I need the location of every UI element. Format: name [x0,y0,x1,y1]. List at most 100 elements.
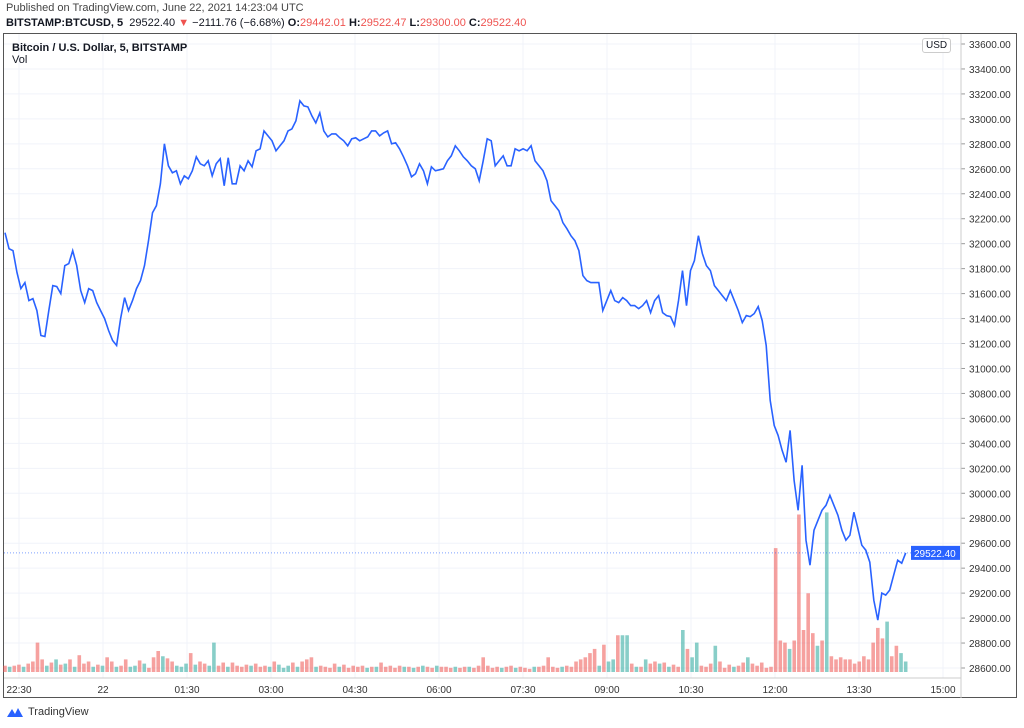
volume-bar [249,665,253,672]
volume-bar [541,665,546,672]
currency-badge[interactable]: USD [922,38,952,53]
volume-bar [360,665,365,672]
y-tick-label: 32600.00 [969,165,1011,176]
y-tick-label: 29200.00 [969,589,1011,600]
y-tick-label: 29600.00 [969,539,1011,550]
volume-bar [411,667,416,672]
volume-bar [722,667,727,672]
volume-bar [801,630,806,672]
volume-bar [323,666,328,672]
volume-bar [277,664,281,672]
x-tick-label: 09:00 [594,685,619,696]
y-tick-label: 31800.00 [969,265,1011,276]
price-change: −2111.76 (−6.68%) [192,17,285,29]
tradingview-logo[interactable]: TradingView [6,706,89,718]
volume-bar [732,666,736,672]
y-tick-label: 32000.00 [969,240,1011,251]
volume-bar [551,666,555,672]
y-tick-label: 33400.00 [969,65,1011,76]
volume-bar [755,665,759,672]
volume-bar [137,660,142,672]
volume-bar [393,667,397,672]
volume-bar [857,661,862,672]
volume-bar [616,635,620,672]
x-tick-label: 04:30 [342,685,367,696]
volume-bar [495,666,499,672]
last-price-badge [911,545,960,560]
close-label: C: [468,17,481,29]
volume-bar [876,627,880,672]
volume-bar [569,666,574,672]
volume-bar [96,664,100,672]
volume-bar [68,659,72,672]
volume-bar [295,666,300,672]
volume-bar [555,667,560,672]
volume-bar [588,653,592,672]
volume-bar [383,666,388,672]
volume-bar [342,664,346,672]
volume-bar [899,653,903,672]
volume-bar [694,642,699,672]
volume-bar [708,663,713,672]
volume-bar [894,645,899,672]
volume-bar [105,657,109,672]
close-value: 29522.40 [480,17,527,29]
volume-bar [226,666,230,672]
volume-bar [448,667,453,672]
volume-bar [253,663,258,672]
volume-bar [230,662,235,672]
y-tick-label: 29000.00 [969,614,1011,625]
volume-bar [221,662,226,672]
volume-bar [21,666,26,672]
y-tick-label: 32200.00 [969,215,1011,226]
volume-bar [100,665,105,672]
volume-bar [212,642,216,672]
volume-bar [17,664,21,672]
volume-bar [291,662,295,672]
volume-bar [239,666,244,672]
y-tick-label: 29400.00 [969,564,1011,575]
volume-bar [806,593,810,672]
volume-bar [532,666,537,672]
volume-bar [564,665,569,672]
volume-bar [351,665,355,672]
volume-bar [123,659,128,672]
volume-bar [161,656,165,672]
volume-bar [356,666,360,672]
volume-bar [787,648,792,672]
symbol-ohlc-bar: BITSTAMP:BTCUSD, 5 29522.40 ▼ −2111.76 (… [6,17,526,29]
volume-bar [852,663,857,672]
volume-bar [12,665,17,672]
volume-bar [866,659,871,672]
volume-bar [727,664,732,672]
volume-bar [653,661,657,672]
volume-bar [634,666,639,672]
volume-bar [597,665,602,672]
volume-bar [764,667,769,672]
volume-bar [207,665,212,672]
volume-bar [611,659,615,672]
volume-bar [244,664,249,672]
volume-bar [811,633,815,672]
y-tick-label: 29800.00 [969,514,1011,525]
volume-bar [824,512,829,672]
x-tick-label: 03:00 [258,685,283,696]
volume-bar [815,645,820,672]
volume-bar [258,666,263,672]
volume-bar [444,666,448,672]
volume-bar [620,635,625,672]
x-tick-label: 12:00 [762,685,787,696]
y-tick-label: 28800.00 [969,639,1011,650]
volume-bar [109,661,114,672]
volume-bar [458,667,462,672]
volume-bar [527,668,532,672]
x-tick-label: 07:30 [510,685,535,696]
y-tick-label: 31200.00 [969,340,1011,351]
volume-bar [416,666,420,672]
volume-bar [40,659,44,672]
brand-name: TradingView [28,706,89,718]
volume-bar [170,661,174,672]
volume-bar [439,666,444,672]
volume-bar [263,665,267,672]
